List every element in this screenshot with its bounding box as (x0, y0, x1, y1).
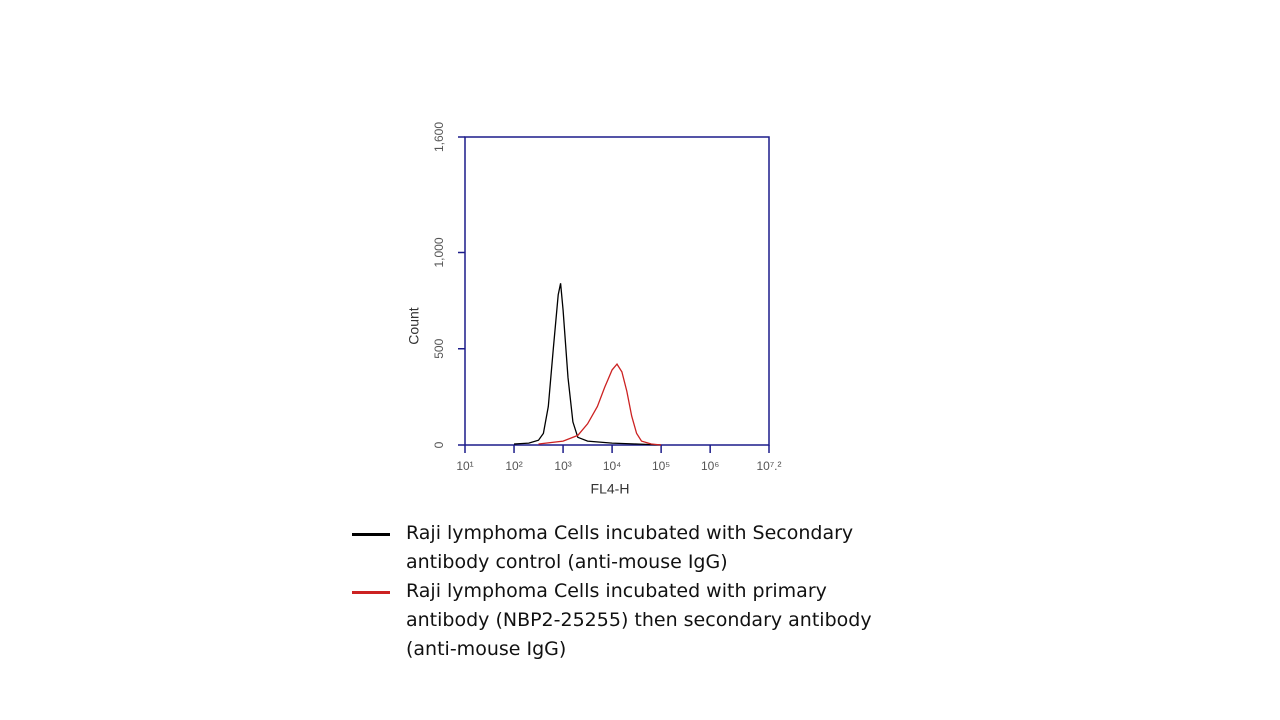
legend-entry: Raji lymphoma Cells incubated with prima… (352, 577, 872, 664)
x-tick-label: 10⁵ (652, 459, 670, 473)
legend-swatch (352, 533, 390, 536)
series-line (538, 363, 662, 446)
x-tick-label: 10³ (554, 459, 571, 473)
x-tick-label: 10⁴ (603, 459, 622, 473)
y-tick-label: 1,000 (432, 237, 446, 267)
legend: Raji lymphoma Cells incubated with Secon… (352, 519, 872, 664)
y-tick-label: 500 (432, 338, 446, 358)
legend-label: Raji lymphoma Cells incubated with prima… (406, 580, 872, 660)
plot-frame (464, 136, 770, 446)
legend-label: Raji lymphoma Cells incubated with Secon… (406, 522, 854, 573)
x-axis-label: FL4-H (591, 481, 630, 497)
series-line (513, 283, 662, 446)
chart: FL4-H Count 0 500 1,000 1,600 10¹ 10² 10³ 10⁴ 10… (406, 122, 782, 497)
legend-entry: Raji lymphoma Cells incubated with Secon… (352, 519, 872, 577)
y-axis-label: Count (406, 307, 422, 344)
x-tick-label: 10¹ (456, 459, 473, 473)
y-tick-label: 1,600 (432, 122, 446, 152)
x-tick-label: 10² (505, 459, 522, 473)
x-tick-label: 10⁶ (701, 459, 719, 473)
x-tick-label: 10⁷.² (756, 459, 781, 473)
y-tick-label: 0 (432, 441, 446, 448)
legend-swatch (352, 591, 390, 594)
